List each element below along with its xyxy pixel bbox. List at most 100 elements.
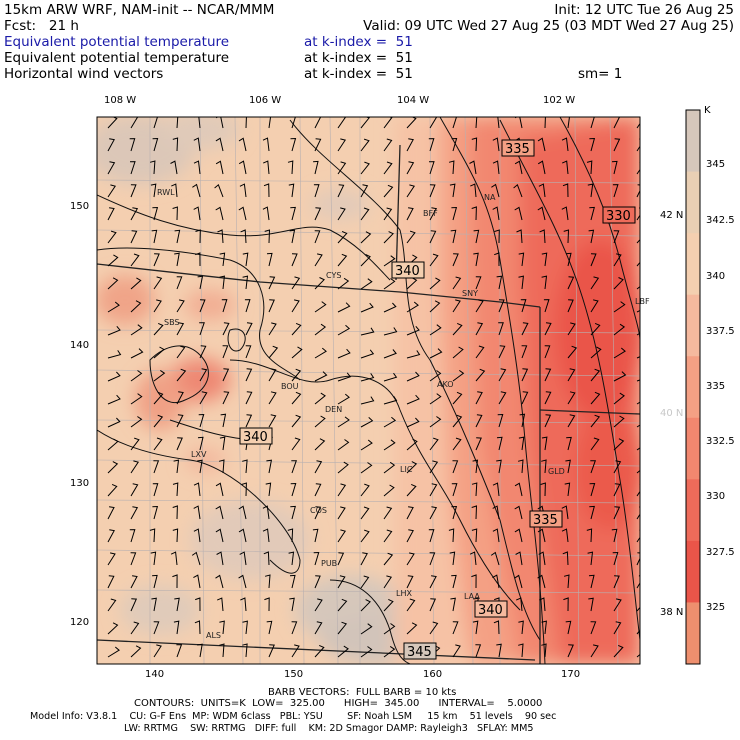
wind-barb: [360, 506, 370, 520]
wind-barb: [475, 322, 484, 336]
wind-barb: [636, 606, 640, 612]
wind-barb: [289, 597, 295, 612]
wind-barb: [176, 368, 187, 382]
wind-barb: [239, 183, 247, 198]
wind-barb: [429, 552, 436, 566]
wind-barb: [498, 322, 504, 336]
wind-barb: [544, 414, 552, 428]
colorbar-label-332-5: 332.5: [706, 436, 735, 447]
wind-barb: [107, 117, 118, 129]
wind-barb: [492, 574, 500, 589]
wind-barb: [216, 551, 224, 566]
wind-barb: [176, 117, 179, 129]
wind-barb: [263, 183, 270, 198]
wind-barb: [563, 597, 569, 612]
wind-barb: [567, 644, 574, 658]
wind-barb: [515, 551, 523, 566]
wind-barb: [215, 528, 224, 543]
wind-barb: [492, 137, 500, 152]
wind-barb: [451, 574, 457, 589]
wind-barb: [429, 253, 439, 267]
wind-barb: [498, 368, 507, 382]
colorbar-swatch: [686, 233, 700, 296]
wind-barb: [586, 160, 593, 175]
wind-barb: [170, 551, 178, 566]
wind-barb: [475, 299, 484, 313]
wind-barb: [151, 229, 158, 244]
wind-barb: [313, 184, 320, 198]
station-labels: RWL BFF NA CYS SNY LBF SBS BOU AKO DEN L…: [157, 188, 650, 640]
wind-barb: [262, 505, 270, 520]
wind-barb: [428, 529, 435, 543]
wind-barb: [383, 598, 394, 612]
wind-barb: [219, 436, 226, 451]
wind-barb: [221, 299, 228, 313]
colorbar-label-335: 335: [706, 381, 726, 392]
colorbar-swatch: [686, 479, 700, 542]
wind-barb: [475, 414, 483, 428]
wind-barb: [429, 324, 442, 336]
wind-barb: [176, 345, 186, 359]
wind-barb: [537, 528, 546, 543]
wind-barb: [194, 117, 201, 129]
model-info-2: LW: RRTMG SW: RRTMG DIFF: full KM: 2D Sm…: [124, 723, 534, 734]
wind-barb: [567, 345, 578, 359]
field-3-name: Horizontal wind vectors: [4, 66, 164, 82]
wind-barb: [383, 529, 393, 543]
wind-barb: [149, 528, 156, 543]
wind-barb: [219, 252, 226, 267]
wind-barb: [383, 138, 393, 152]
wind-barb: [263, 551, 270, 566]
wind-barb: [337, 138, 347, 152]
wind-barb: [314, 277, 325, 290]
wind-barb: [469, 160, 477, 175]
wind-barb: [176, 437, 183, 451]
wind-barb: [452, 346, 464, 359]
wind-barb: [613, 138, 621, 152]
wind-barb: [406, 394, 420, 405]
wind-barb: [287, 528, 294, 543]
wind-barb: [636, 529, 640, 543]
station-gld: GLD: [548, 467, 565, 476]
wind-barb: [613, 644, 624, 658]
county-line: [234, 117, 244, 664]
wind-barb: [496, 643, 502, 658]
wind-barb: [337, 598, 348, 612]
wind-barb: [337, 645, 349, 658]
wind-barb: [291, 276, 301, 290]
wind-barb: [518, 620, 524, 635]
wind-barb: [429, 483, 438, 497]
county-line: [97, 499, 640, 504]
wind-barb: [337, 324, 351, 336]
wind-barb: [514, 528, 523, 543]
wind-barb: [107, 552, 116, 566]
wind-barb: [266, 459, 273, 474]
station-ako: AKO: [437, 380, 454, 389]
wind-barb: [429, 575, 437, 589]
wind-barb: [451, 206, 458, 221]
wind-barb: [130, 393, 143, 405]
wind-barb: [150, 183, 157, 198]
wind-barb: [291, 621, 298, 635]
wind-barb: [199, 345, 207, 359]
wind-barb: [537, 137, 546, 152]
model-title: 15km ARW WRF, NAM-init -- NCAR/MMM: [4, 2, 275, 18]
wind-barb: [475, 391, 483, 405]
wind-barb: [448, 528, 455, 543]
wind-barb: [172, 574, 178, 589]
wind-barb: [337, 393, 350, 405]
wind-barb: [240, 597, 247, 612]
wind-barb: [219, 643, 225, 658]
wind-barb: [291, 391, 302, 405]
wind-barb: [129, 529, 136, 543]
wind-barb: [383, 484, 395, 497]
wind-barb: [219, 620, 225, 635]
wind-barb: [172, 206, 178, 221]
wind-barb: [567, 117, 570, 129]
wind-barb: [107, 529, 115, 543]
wind-barb: [452, 644, 461, 658]
wind-barb: [561, 160, 569, 175]
wind-barb: [590, 621, 597, 635]
wind-barb: [613, 575, 620, 589]
colorbar-swatch: [686, 110, 700, 173]
